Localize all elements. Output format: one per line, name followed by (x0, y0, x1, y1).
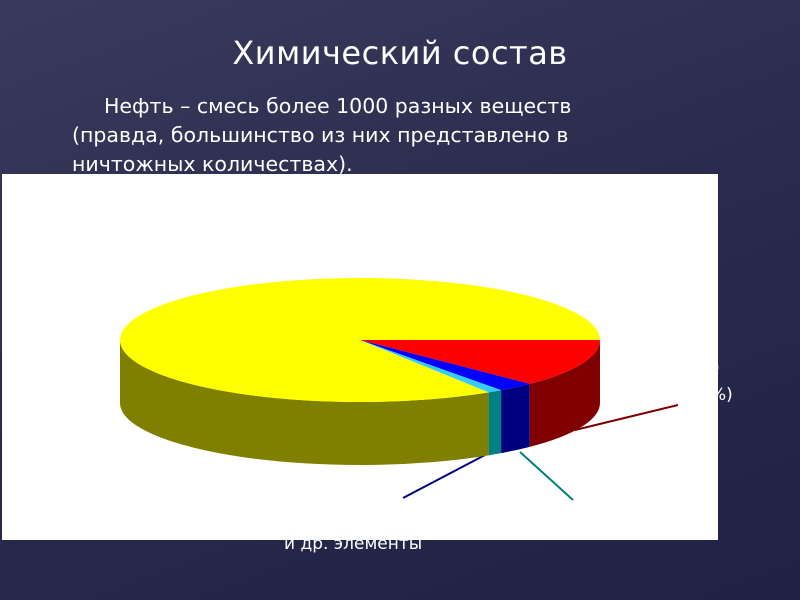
pie-slice-side (529, 340, 600, 447)
pie-slice-side (501, 383, 530, 454)
paragraph-line: ничтожных количествах). (72, 152, 353, 176)
leader-line (519, 451, 574, 501)
leader-line (402, 454, 486, 499)
leader-line (574, 404, 679, 431)
paragraph-line: Нефть – смесь более 1000 разных веществ (104, 94, 572, 118)
pie-slice-side (120, 340, 489, 465)
paragraph-line: (правда, большинство из них представлено… (72, 123, 569, 147)
pie-slice-side (488, 390, 502, 456)
slide-title: Химический состав (232, 34, 568, 72)
pie-slice (360, 340, 502, 393)
pie-slice (120, 277, 600, 402)
slide-paragraph: Нефть – смесь более 1000 разных веществ … (72, 92, 732, 179)
pie-slice (360, 340, 530, 391)
pie-slice (360, 340, 600, 384)
